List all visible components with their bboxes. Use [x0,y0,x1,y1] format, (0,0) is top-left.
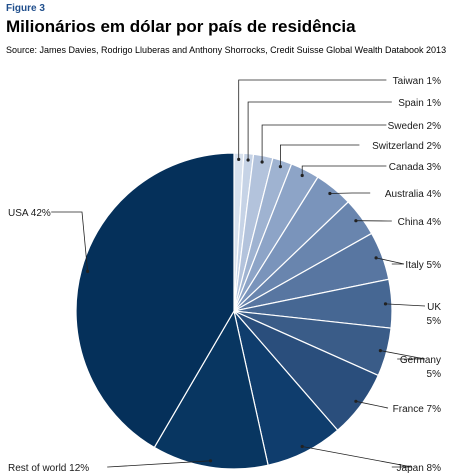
slice-label: Canada 3% [389,162,441,173]
slice-label: Germany 5% [400,355,441,380]
leader-dot [328,191,332,196]
leader-line [51,211,88,272]
chart-source: Source: James Davies, Rodrigo Lluberas a… [6,45,447,55]
chart-title: Milionários em dólar por país de residên… [6,17,356,36]
slice-label: Italy 5% [405,260,441,271]
leader-line [301,165,387,176]
slice-label: Sweden 2% [388,121,441,132]
figure-label: Figure 3 [6,3,45,14]
leader-line [107,460,211,468]
leader-line [385,303,426,307]
leader-dot [260,160,264,164]
pie-slice-usa [75,152,235,449]
leader-dot [246,158,250,162]
leader-dot [354,219,358,223]
slice-label: Taiwan 1% [393,76,441,87]
slice-label: Spain 1% [398,98,441,109]
pie-slices [75,152,393,470]
leader-dot [383,302,388,306]
slice-label: France 7% [393,404,441,415]
leader-dot [237,157,241,161]
slice-label: Rest of world 12% [8,463,89,474]
slice-label: UK 5% [427,302,442,327]
leader-dot [300,444,304,449]
slice-label: Australia 4% [385,189,441,200]
leader-dot [86,269,90,273]
leader-dot [354,399,358,403]
slice-labels: Taiwan 1% Spain 1% Sweden 2% Switzerland 2%… [8,76,441,474]
leader-line [302,446,413,468]
slice-label: USA 42% [8,208,51,219]
leader-line [376,257,405,265]
leader-dot [278,165,282,169]
slice-label: China 4% [398,217,441,228]
leader-line [355,400,389,409]
leader-dot [378,349,382,353]
slice-label: Japan 8% [397,463,442,474]
leader-lines [51,79,426,468]
leader-dot [374,256,378,260]
leader-line [329,192,371,194]
leader-dot [300,173,304,178]
pie-slice-rest-of-world [153,309,269,470]
leader-dot [208,459,213,463]
leader-line [261,124,387,162]
leader-line [238,79,387,160]
leader-line [247,101,392,160]
slice-label: Switzerland 2% [372,141,441,152]
leader-line [380,350,426,360]
leader-line [279,144,360,167]
